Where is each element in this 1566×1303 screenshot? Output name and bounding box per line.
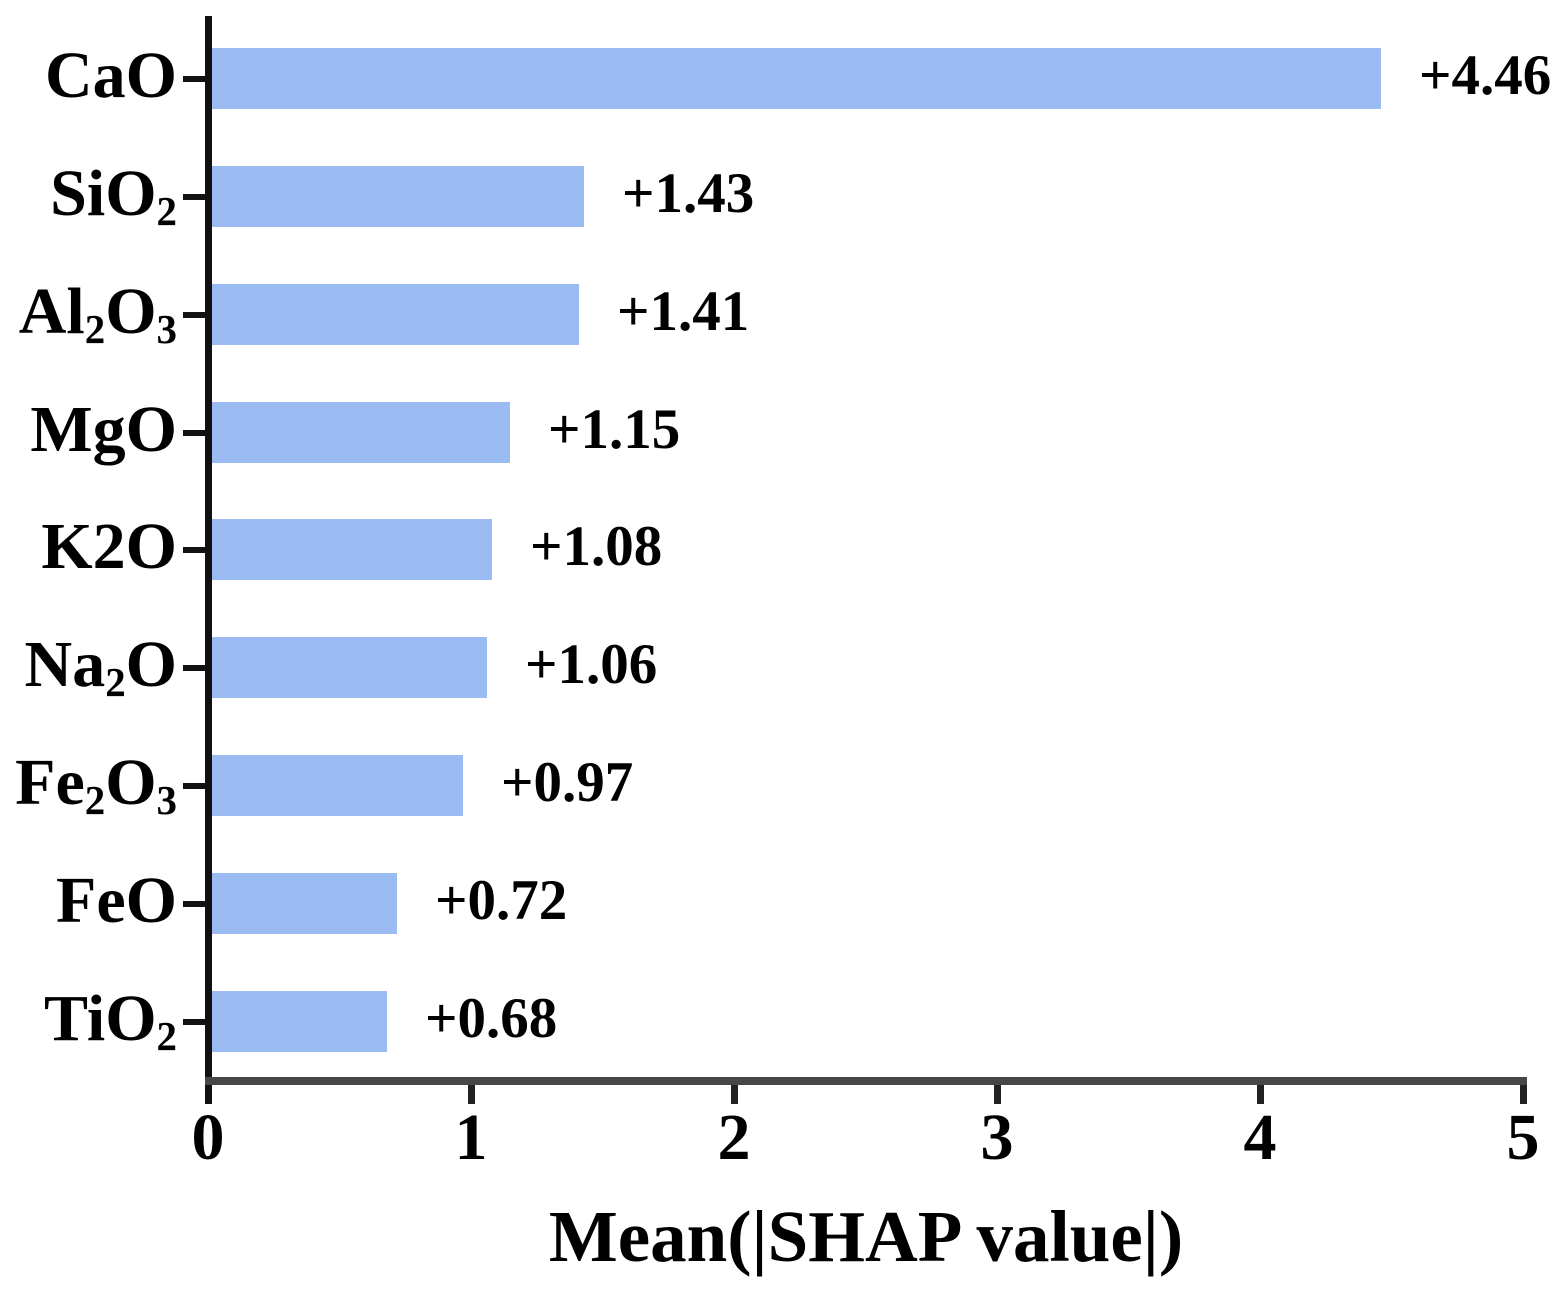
category-label-text: MgO [30,393,177,466]
bar [212,284,579,345]
value-label: +0.68 [425,987,558,1050]
category-tick [183,901,205,907]
value-label: +1.15 [548,398,681,461]
x-tick-label: 2 [717,1101,751,1174]
category-label-text: SiO [50,157,157,230]
value-label: +4.46 [1419,44,1552,107]
x-tick [731,1077,738,1104]
y-axis-line [205,16,212,1104]
value-label: +1.08 [530,515,663,578]
category-label: MgO [0,397,177,463]
category-label-text: Al [18,275,85,348]
category-label-text: TiO [44,982,157,1055]
bar [212,402,510,463]
category-label-text: 2 [156,1013,177,1059]
x-tick-label: 1 [454,1101,488,1174]
category-tick [183,312,205,318]
category-label-text: 2 [84,306,106,352]
category-label: Na2O [0,632,177,706]
category-tick [183,1019,205,1025]
x-tick [994,1077,1001,1104]
value-label: +0.97 [501,751,634,814]
category-label-text: 2 [105,659,126,705]
x-tick-label: 3 [980,1101,1014,1174]
category-tick [183,783,205,789]
category-label-text: Na [24,628,106,701]
x-tick-label: 0 [191,1101,225,1174]
x-tick [1520,1077,1527,1104]
category-tick [183,665,205,671]
category-tick [183,547,205,553]
value-label: +0.72 [435,869,568,932]
category-label: Al2O3 [0,279,177,353]
category-tick [183,76,205,82]
category-label-text: FeO [56,864,177,937]
x-tick-label: 4 [1243,1101,1277,1174]
category-label-text: O [105,275,157,348]
bar [212,166,584,227]
x-axis-line [205,1077,1527,1085]
category-label: CaO [0,43,177,109]
category-label-text: 2 [84,777,106,823]
category-label-text: O [125,628,177,701]
bar [212,637,487,698]
x-tick [1257,1077,1264,1104]
x-tick [468,1077,475,1104]
category-label-text: K2O [41,510,177,583]
x-tick-label: 5 [1506,1101,1540,1174]
x-axis-title: Mean(|SHAP value|) [548,1196,1184,1277]
category-label: SiO2 [0,161,177,235]
value-label: +1.43 [622,162,755,225]
category-label: K2O [0,514,177,580]
category-label: FeO [0,868,177,934]
bar [212,755,463,816]
bar [212,873,397,934]
category-tick [183,430,205,436]
bar [212,48,1381,109]
bar [212,991,387,1052]
category-label: TiO2 [0,986,177,1060]
category-label-text: 2 [156,188,177,234]
category-label-text: CaO [45,39,177,112]
category-label-text: 3 [156,306,177,352]
category-label-text: Fe [15,746,85,819]
bar [212,519,492,580]
category-label-text: 3 [156,777,177,823]
category-tick [183,194,205,200]
category-label-text: O [105,746,157,819]
value-label: +1.06 [525,633,658,696]
category-label: Fe2O3 [0,750,177,824]
value-label: +1.41 [617,280,750,343]
